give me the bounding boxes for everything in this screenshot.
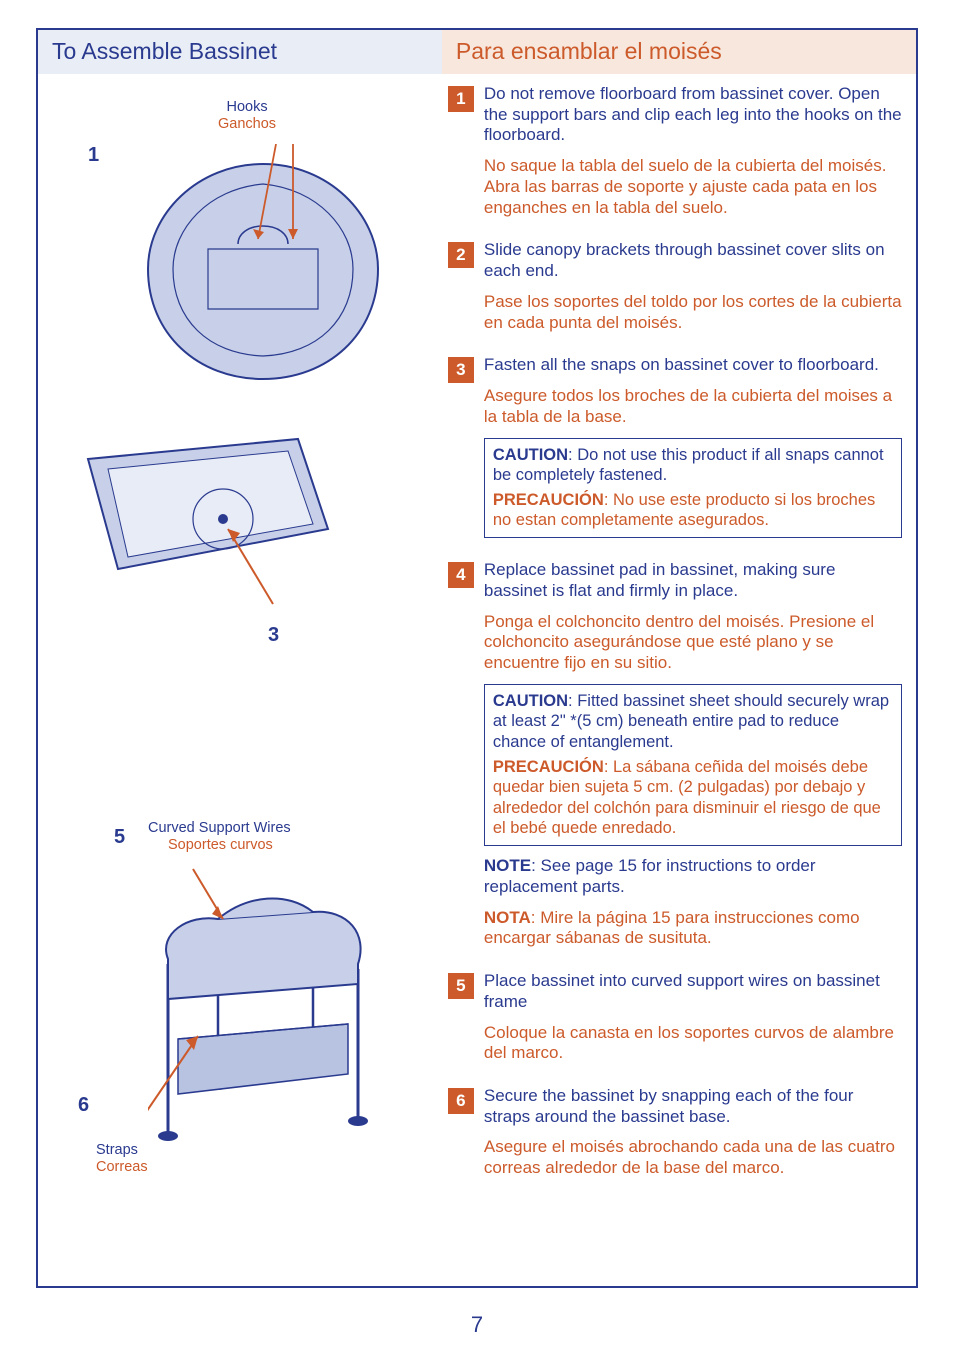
step-2-es: Pase los soportes del toldo por los cort… — [484, 292, 902, 333]
fig-num-3: 3 — [268, 624, 279, 647]
title-es: Para ensamblar el moisés — [442, 30, 916, 74]
step-3-badge: 3 — [448, 357, 474, 383]
illustration-3 — [68, 429, 338, 614]
step-4-en: Replace bassinet pad in bassinet, making… — [484, 560, 902, 601]
step-3: 3 Fasten all the snaps on bassinet cover… — [448, 355, 902, 548]
step-5-es: Coloque la canasta en los soportes curvo… — [484, 1023, 902, 1064]
step-4-caution-en: CAUTION: Fitted bassinet sheet should se… — [493, 691, 893, 753]
step-4-es: Ponga el colchoncito dentro del moisés. … — [484, 612, 902, 674]
step-1-es: No saque la tabla del suelo de la cubier… — [484, 156, 902, 218]
step-6-text: Secure the bassinet by snapping each of … — [484, 1086, 902, 1189]
step-6: 6 Secure the bassinet by snapping each o… — [448, 1086, 902, 1189]
illustration-1 — [128, 144, 398, 394]
hooks-label: Hooks Ganchos — [218, 99, 276, 132]
instruction-page: To Assemble Bassinet Para ensamblar el m… — [0, 0, 954, 1358]
step-1: 1 Do not remove floorboard from bassinet… — [448, 84, 902, 228]
step-6-es: Asegure el moisés abrochando cada una de… — [484, 1137, 902, 1178]
straps-label: Straps Correas — [96, 1142, 148, 1175]
step-4-caution: CAUTION: Fitted bassinet sheet should se… — [484, 684, 902, 846]
header: To Assemble Bassinet Para ensamblar el m… — [38, 30, 916, 74]
curved-label-en: Curved Support Wires — [148, 820, 291, 837]
step-1-text: Do not remove floorboard from bassinet c… — [484, 84, 902, 228]
instruction-column: 1 Do not remove floorboard from bassinet… — [442, 74, 916, 1286]
page-frame: To Assemble Bassinet Para ensamblar el m… — [36, 28, 918, 1288]
step-4-badge: 4 — [448, 562, 474, 588]
step-1-en: Do not remove floorboard from bassinet c… — [484, 84, 902, 146]
body: 1 Hooks Ganchos — [38, 74, 916, 1286]
step-2-badge: 2 — [448, 242, 474, 268]
straps-label-en: Straps — [96, 1142, 148, 1159]
step-3-caution-es: PRECAUCIÓN: No use este producto si los … — [493, 490, 893, 531]
step-3-caution: CAUTION: Do not use this product if all … — [484, 438, 902, 539]
step-4-note-en: NOTE: See page 15 for instructions to or… — [484, 856, 902, 897]
straps-label-es: Correas — [96, 1159, 148, 1176]
step-6-en: Secure the bassinet by snapping each of … — [484, 1086, 902, 1127]
step-5-en: Place bassinet into curved support wires… — [484, 971, 902, 1012]
step-4-note-es: NOTA: Mire la página 15 para instruccion… — [484, 908, 902, 949]
illustration-5-6 — [148, 864, 383, 1154]
step-3-caution-en: CAUTION: Do not use this product if all … — [493, 445, 893, 486]
step-5: 5 Place bassinet into curved support wir… — [448, 971, 902, 1074]
step-4-text: Replace bassinet pad in bassinet, making… — [484, 560, 902, 959]
title-en: To Assemble Bassinet — [38, 30, 442, 74]
fig-num-5: 5 — [114, 826, 125, 849]
step-2-en: Slide canopy brackets through bassinet c… — [484, 240, 902, 281]
page-number: 7 — [0, 1312, 954, 1338]
step-3-es: Asegure todos los broches de la cubierta… — [484, 386, 902, 427]
illustration-column: 1 Hooks Ganchos — [38, 74, 442, 1286]
fig-num-1: 1 — [88, 144, 99, 167]
curved-label: Curved Support Wires Soportes curvos — [148, 820, 291, 853]
step-5-badge: 5 — [448, 973, 474, 999]
step-4-caution-es: PRECAUCIÓN: La sábana ceñida del moisés … — [493, 757, 893, 840]
step-2: 2 Slide canopy brackets through bassinet… — [448, 240, 902, 343]
step-1-badge: 1 — [448, 86, 474, 112]
step-2-text: Slide canopy brackets through bassinet c… — [484, 240, 902, 343]
step-3-text: Fasten all the snaps on bassinet cover t… — [484, 355, 902, 548]
step-4: 4 Replace bassinet pad in bassinet, maki… — [448, 560, 902, 959]
curved-label-es: Soportes curvos — [148, 837, 291, 854]
hooks-label-en: Hooks — [218, 99, 276, 116]
hooks-label-es: Ganchos — [218, 116, 276, 133]
step-5-text: Place bassinet into curved support wires… — [484, 971, 902, 1074]
step-3-en: Fasten all the snaps on bassinet cover t… — [484, 355, 902, 376]
step-6-badge: 6 — [448, 1088, 474, 1114]
fig-num-6: 6 — [78, 1094, 89, 1117]
